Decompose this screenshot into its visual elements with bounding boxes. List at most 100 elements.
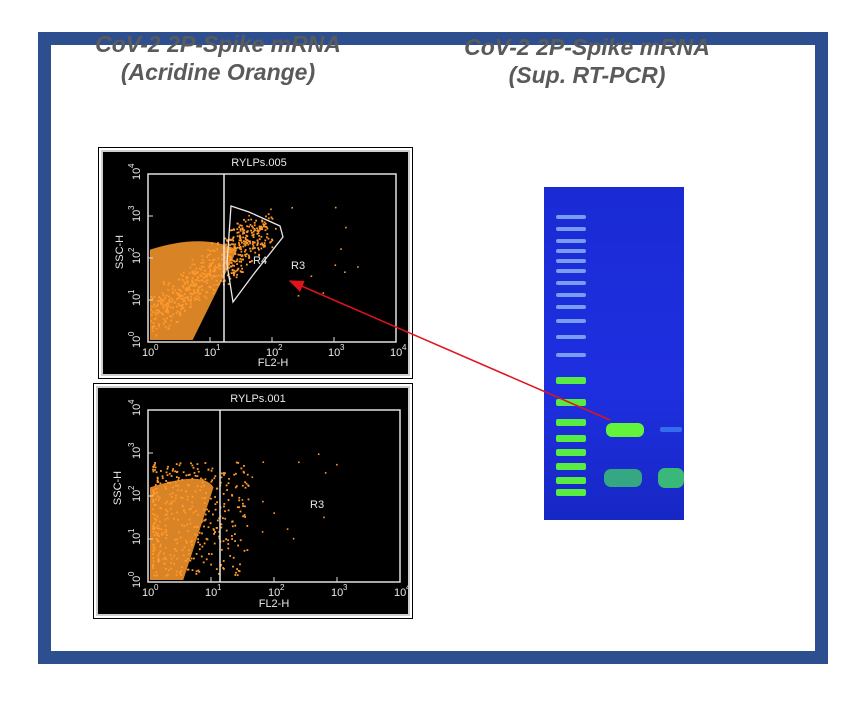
plot-bottom-event-dot xyxy=(155,487,157,490)
plot-top-event-dot xyxy=(162,300,165,303)
plot-bottom-ytick-exp-4: 4 xyxy=(127,399,136,404)
plot-bottom-event-dot xyxy=(196,534,199,536)
plot-bottom-event-dot xyxy=(163,562,166,565)
plot-bottom-event-dot xyxy=(234,540,236,542)
plot-bottom-event-dot xyxy=(181,524,183,527)
plot-top-event-dot xyxy=(240,264,243,267)
plot-bottom-event-dot xyxy=(202,561,205,564)
plot-top-event-dot xyxy=(166,309,169,312)
plot-bottom-xtick-exp-4: 4 xyxy=(406,583,408,592)
plot-top-event-dot xyxy=(271,239,274,242)
plot-top-event-dot xyxy=(201,288,204,291)
plot-top-event-dot xyxy=(188,272,191,275)
plot-top-event-dot xyxy=(230,243,233,246)
plot-top-event-dot xyxy=(168,295,170,298)
plot-top-event-dot xyxy=(225,243,227,246)
plot-top-event-dot xyxy=(221,258,223,261)
plot-top-event-dot xyxy=(237,253,240,256)
plot-bottom-ytick-4: 10 xyxy=(131,404,143,416)
plot-bottom-event-dot xyxy=(176,511,178,514)
plot-top-event-dot xyxy=(238,242,240,244)
plot-top-ytick-3: 10 xyxy=(131,210,143,222)
plot-top-event-dot xyxy=(178,278,181,281)
plot-top-event-dot xyxy=(182,275,184,277)
plot-bottom-event-dot xyxy=(157,540,160,543)
plot-bottom-event-dot xyxy=(152,565,154,567)
plot-top-event-dot xyxy=(193,290,196,293)
plot-top-event-dot xyxy=(209,263,211,265)
plot-top-event-dot xyxy=(200,275,203,277)
plot-top-event-dot xyxy=(163,298,166,301)
plot-top-event-dot xyxy=(208,259,211,261)
plot-top-event-dot xyxy=(264,229,267,232)
plot-top-event-dot xyxy=(226,239,228,241)
plot-bottom-event-dot xyxy=(175,550,178,552)
plot-bottom-filename: RYLPs.001 xyxy=(230,393,285,405)
plot-top-event-dot xyxy=(230,251,233,254)
plot-top-event-dot xyxy=(242,271,244,273)
plot-bottom-event-dot xyxy=(188,553,190,555)
plot-top-event-dot xyxy=(180,297,183,300)
plot-bottom-event-dot xyxy=(157,527,159,530)
plot-top-ytick-4: 10 xyxy=(131,168,143,180)
gel-svg xyxy=(556,215,684,496)
plot-top-event-dot xyxy=(243,229,246,232)
plot-bottom-event-dot xyxy=(210,497,212,500)
plot-bottom-event-dot xyxy=(236,568,238,570)
plot-top-event-dot xyxy=(191,280,194,283)
plot-top-event-dot xyxy=(263,221,266,224)
plot-top-event-dot xyxy=(182,284,184,287)
plot-bottom-outlier-dot xyxy=(261,531,264,533)
plot-top-event-dot xyxy=(217,243,219,246)
plot-bottom-event-dot xyxy=(231,520,233,523)
plot-top-event-dot xyxy=(206,279,209,281)
plot-top-event-dot xyxy=(256,244,259,247)
plot-top-event-dot xyxy=(233,229,236,231)
plot-top-event-dot xyxy=(251,234,254,237)
plot-top-event-dot xyxy=(186,289,189,291)
plot-top-event-dot xyxy=(199,274,202,276)
plot-bottom-event-dot xyxy=(153,517,156,520)
plot-top-event-dot xyxy=(236,228,239,230)
plot-bottom-event-dot xyxy=(160,532,163,535)
plot-top-event-dot xyxy=(196,272,199,274)
plot-bottom-event-dot xyxy=(245,482,248,485)
plot-bottom-xtick-3: 10 xyxy=(331,587,343,599)
plot-bottom-event-dot xyxy=(244,516,246,518)
plot-top-event-dot xyxy=(251,231,253,234)
plot-top-event-dot xyxy=(181,307,184,309)
plot-top-event-dot xyxy=(160,298,163,301)
plot-bottom-event-dot xyxy=(220,523,223,526)
plot-top-event-dot xyxy=(172,285,175,287)
plot-top-outlier-dot xyxy=(270,208,272,211)
plot-bottom-outlier-dot xyxy=(323,516,325,519)
plot-top-event-dot xyxy=(168,281,171,284)
plot-bottom-event-dot xyxy=(222,493,225,495)
plot-top-event-dot xyxy=(157,312,159,315)
plot-top-event-dot xyxy=(248,257,250,259)
plot-bottom-event-dot xyxy=(225,529,228,532)
plot-top-event-dot xyxy=(191,272,194,274)
plot-top-event-dot xyxy=(254,229,256,232)
plot-bottom-event-dot xyxy=(191,569,194,571)
plot-top-event-dot xyxy=(251,260,253,262)
plot-bottom-event-dot xyxy=(158,552,161,555)
gel-band-control-primer xyxy=(658,468,684,488)
plot-top-event-dot xyxy=(210,286,212,289)
plot-bottom-event-dot xyxy=(182,554,185,557)
plot-bottom-event-dot xyxy=(222,540,225,543)
plot-top-event-dot xyxy=(236,235,239,238)
plot-top-event-dot xyxy=(171,288,174,290)
plot-bottom-event-dot xyxy=(201,478,204,481)
plot-top-event-dot xyxy=(243,218,245,221)
plot-top-event-dot xyxy=(167,288,170,291)
plot-top-event-dot xyxy=(218,264,220,267)
plot-top-event-dot xyxy=(261,242,263,245)
plot-top-outlier-dot xyxy=(357,266,359,268)
plot-top-event-dot xyxy=(243,232,246,234)
plot-bottom-event-dot xyxy=(213,529,215,531)
plot-top-event-dot xyxy=(232,237,234,240)
plot-bottom-event-dot xyxy=(170,500,173,503)
plot-bottom-event-dot xyxy=(168,569,170,572)
